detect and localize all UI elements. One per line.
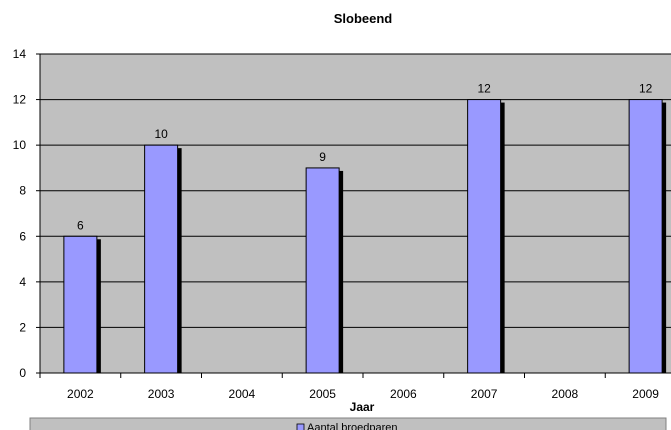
x-tick-label: 2008 <box>552 387 579 401</box>
y-tick-label: 10 <box>13 138 27 152</box>
x-tick-label: 2006 <box>390 387 417 401</box>
y-tick-label: 14 <box>13 47 27 61</box>
data-label: 12 <box>639 82 653 96</box>
plot-area: 0 2 4 6 8 10 12 14 2002 6 2003 10 2004 2005 9 2006 2007 1… <box>13 47 671 401</box>
y-tick-label: 12 <box>13 93 27 107</box>
bar <box>305 167 340 374</box>
x-axis-title: Jaar <box>350 400 375 414</box>
x-tick-label: 2003 <box>148 387 175 401</box>
x-tick-label: 2005 <box>309 387 336 401</box>
y-tick-label: 8 <box>19 184 26 198</box>
data-label: 6 <box>77 218 84 232</box>
x-tick-label: 2009 <box>632 387 659 401</box>
bar <box>63 235 98 374</box>
legend-box <box>29 417 667 430</box>
data-label: 9 <box>319 150 326 164</box>
plot-background <box>40 54 671 373</box>
data-label: 12 <box>477 82 491 96</box>
x-tick-label: 2007 <box>471 387 498 401</box>
bar <box>467 99 502 374</box>
bar <box>628 99 663 374</box>
y-tick-label: 4 <box>19 275 26 289</box>
chart-title: Slobeend <box>334 11 393 26</box>
bar <box>144 144 179 374</box>
legend-swatch <box>296 423 305 430</box>
data-label: 10 <box>154 127 168 141</box>
y-tick-label: 2 <box>19 320 26 334</box>
y-tick-label: 0 <box>19 366 26 380</box>
y-tick-label: 6 <box>19 229 26 243</box>
x-tick-label: 2002 <box>67 387 94 401</box>
legend: Aantal broedparen <box>29 417 667 430</box>
legend-label: Aantal broedparen <box>307 422 398 430</box>
x-tick-label: 2004 <box>229 387 256 401</box>
